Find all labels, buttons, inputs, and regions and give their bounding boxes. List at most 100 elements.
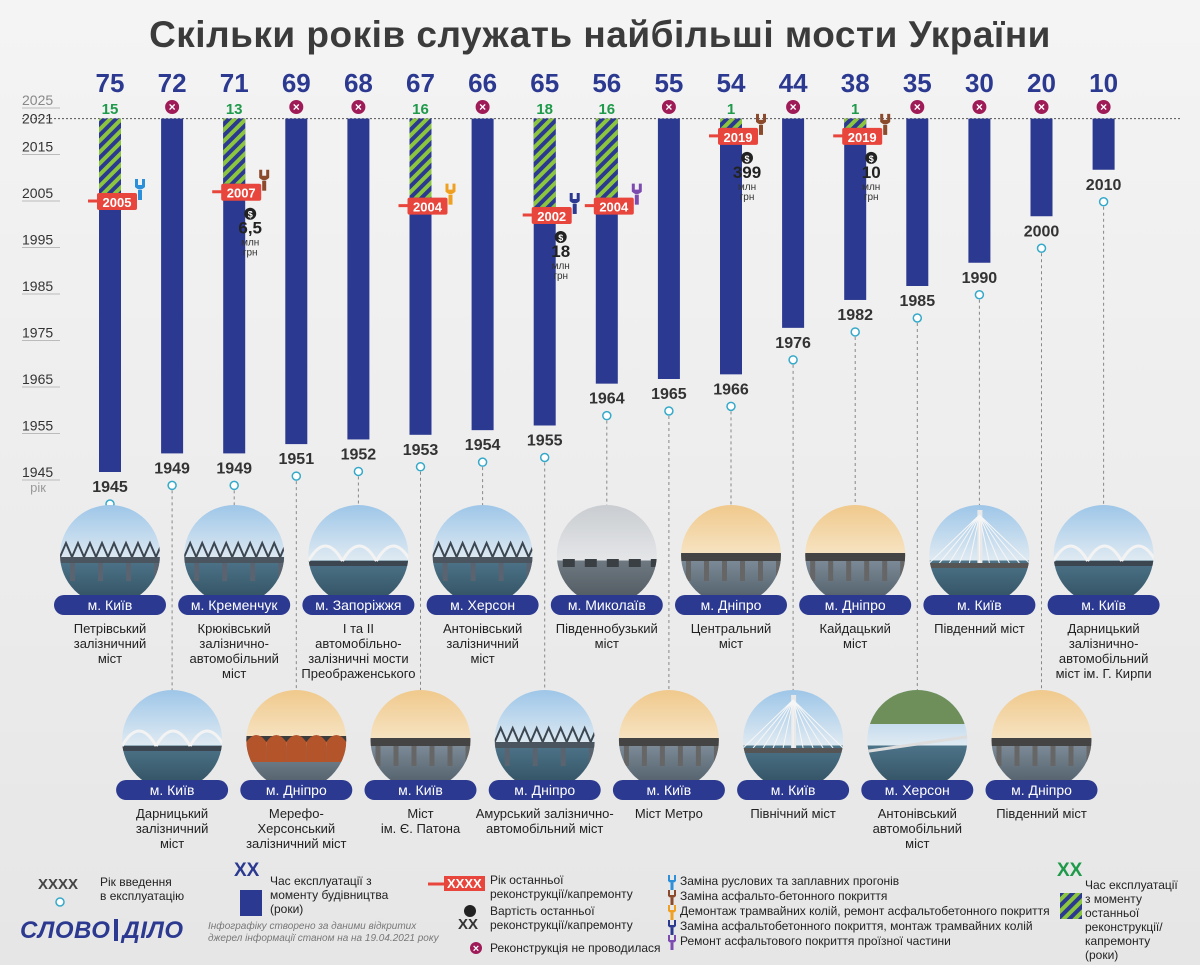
arch xyxy=(375,544,409,562)
bar-age-label: 30 xyxy=(965,68,994,98)
wrench-icon xyxy=(259,169,270,191)
truss xyxy=(494,725,508,743)
pier xyxy=(900,561,906,581)
photo-circle xyxy=(432,505,533,605)
brick-arch xyxy=(246,735,267,762)
city-label: м. Київ xyxy=(957,597,1002,613)
deck xyxy=(370,738,471,746)
no-reconstruction-icon xyxy=(661,100,676,114)
bar-age-label: 68 xyxy=(344,68,373,98)
photo-circle xyxy=(308,505,409,605)
legend-tool-2: Заміна асфальто-бетонного покриття xyxy=(680,889,888,903)
cable xyxy=(958,514,980,564)
wrench-icon xyxy=(631,183,642,205)
bar-group: 67 16 2004 1953 xyxy=(398,68,456,690)
truss xyxy=(60,540,73,558)
city-pill xyxy=(488,780,601,800)
city-label: м. Херсон xyxy=(450,597,515,613)
pier xyxy=(1068,746,1074,766)
clock-icon xyxy=(1098,197,1109,207)
photo-circle xyxy=(494,690,595,790)
built-year-label: 1966 xyxy=(713,381,749,398)
no-reconstruction-icon xyxy=(972,100,987,114)
bridge-name-line: Дарницький xyxy=(1068,621,1140,636)
legend-intro-label-1: Рік введення xyxy=(100,875,172,889)
cable xyxy=(752,699,794,749)
legend-wrench-icon xyxy=(668,875,676,890)
cable xyxy=(978,514,1010,564)
built-year-label: 1976 xyxy=(775,335,811,352)
bar-since-label: 15 xyxy=(102,101,119,118)
city-label: м. Дніпро xyxy=(514,782,575,798)
wrench-head xyxy=(631,183,642,195)
no-reconstruction-cross: × xyxy=(1100,100,1107,114)
city-label: м. Київ xyxy=(88,597,133,613)
bar xyxy=(161,118,184,454)
bridge-name-line: Преображенського xyxy=(301,666,415,681)
deck xyxy=(432,557,533,563)
truss xyxy=(119,540,133,558)
truss xyxy=(491,540,506,558)
bar-group: 56 16 2004 1964 xyxy=(584,68,642,505)
no-reconstruction-cross: × xyxy=(665,100,672,114)
no-reconstruction-cross: × xyxy=(479,100,486,114)
bridge-name-line: міст xyxy=(905,836,929,851)
pier xyxy=(996,746,1002,766)
pier xyxy=(686,561,691,581)
wrench-icon xyxy=(135,179,145,200)
truss xyxy=(541,725,556,743)
ruin-span xyxy=(562,559,575,567)
pier xyxy=(465,746,471,766)
pier xyxy=(828,561,834,581)
pier xyxy=(1032,746,1038,766)
pier xyxy=(1014,746,1020,766)
clock-icon xyxy=(664,406,674,416)
money-bag-icon xyxy=(741,151,753,164)
cable xyxy=(968,514,980,564)
legend-bar-swatch xyxy=(240,890,262,916)
pier xyxy=(1050,746,1056,766)
pier xyxy=(713,746,719,766)
arch xyxy=(154,729,192,747)
bar xyxy=(1030,118,1053,217)
pier xyxy=(677,746,683,766)
wrench-icon xyxy=(445,183,456,205)
bar xyxy=(720,118,742,375)
wrench-icon xyxy=(569,192,580,214)
wrench-head xyxy=(135,179,145,190)
truss xyxy=(71,540,85,558)
truss xyxy=(95,540,109,558)
cost-unit-2: грн xyxy=(243,248,258,259)
clock-icon xyxy=(353,466,364,477)
bridge-photo: м. Київ Дарницькийзалізнично-автомобільни… xyxy=(1047,505,1160,681)
wrench-icon xyxy=(756,113,766,135)
bridge-photo: м. Запоріжжя І та ІІавтомобільно-залізнич… xyxy=(301,505,415,681)
cable xyxy=(792,699,844,749)
wrench-head xyxy=(668,875,676,883)
pier xyxy=(70,563,75,581)
bar-since-recon xyxy=(720,118,742,128)
deck xyxy=(681,553,781,561)
legend-tool-4: Заміна асфальтобетонного покриття, монта… xyxy=(680,919,1033,933)
pier xyxy=(882,561,888,581)
bar-since-label: 1 xyxy=(851,101,859,118)
ruin-span xyxy=(584,559,597,567)
photo-circle xyxy=(556,505,657,605)
bar xyxy=(844,118,867,300)
no-reconstruction-icon xyxy=(910,100,925,114)
bar-since-recon xyxy=(409,118,432,198)
bridge-name-line: Петрівський xyxy=(74,621,146,636)
pier xyxy=(740,561,745,581)
bridge-icon xyxy=(562,559,657,567)
wrench-head xyxy=(259,169,270,181)
recon-year-label: 2002 xyxy=(537,209,566,224)
deck xyxy=(60,557,160,563)
brick-arch xyxy=(346,735,366,762)
bar-group: 72 × 1949 xyxy=(154,68,190,690)
truss xyxy=(503,540,518,558)
bridge-name-line: Центральний xyxy=(691,621,772,636)
city-label: м. Київ xyxy=(398,782,443,798)
